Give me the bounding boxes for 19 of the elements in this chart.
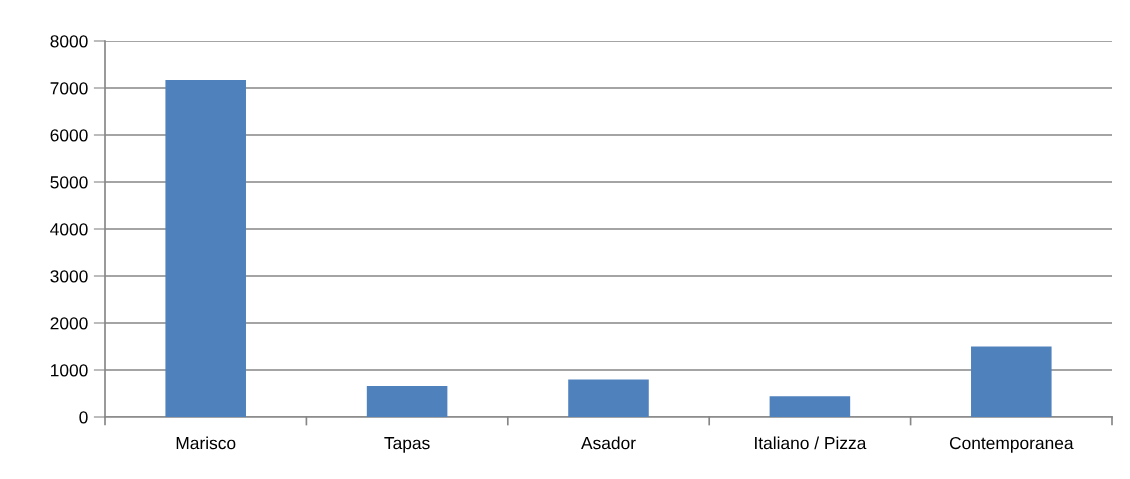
x-tick-label: Asador: [581, 436, 636, 450]
y-tick-label: 4000: [50, 223, 88, 236]
x-tick-label: Tapas: [384, 437, 430, 453]
y-tick-label: 5000: [50, 176, 88, 189]
x-tick-label: Marisco: [176, 436, 236, 450]
y-tick-label: 3000: [50, 270, 88, 283]
x-tick-label: Italiano / Pizza: [755, 436, 867, 450]
y-tick-label: 8000: [50, 35, 88, 48]
bar: [165, 80, 246, 417]
y-tick-label: 1000: [51, 364, 88, 377]
y-tick-label: 2000: [50, 317, 88, 330]
y-tick-label: 0: [79, 411, 88, 424]
x-tick-label: Contemporanea: [949, 436, 1074, 453]
bar: [366, 385, 448, 417]
bar: [769, 396, 851, 417]
y-tick-label: 7000: [50, 82, 88, 95]
y-tick-label: 6000: [50, 129, 88, 142]
bar: [568, 379, 649, 417]
bar: [971, 346, 1052, 417]
